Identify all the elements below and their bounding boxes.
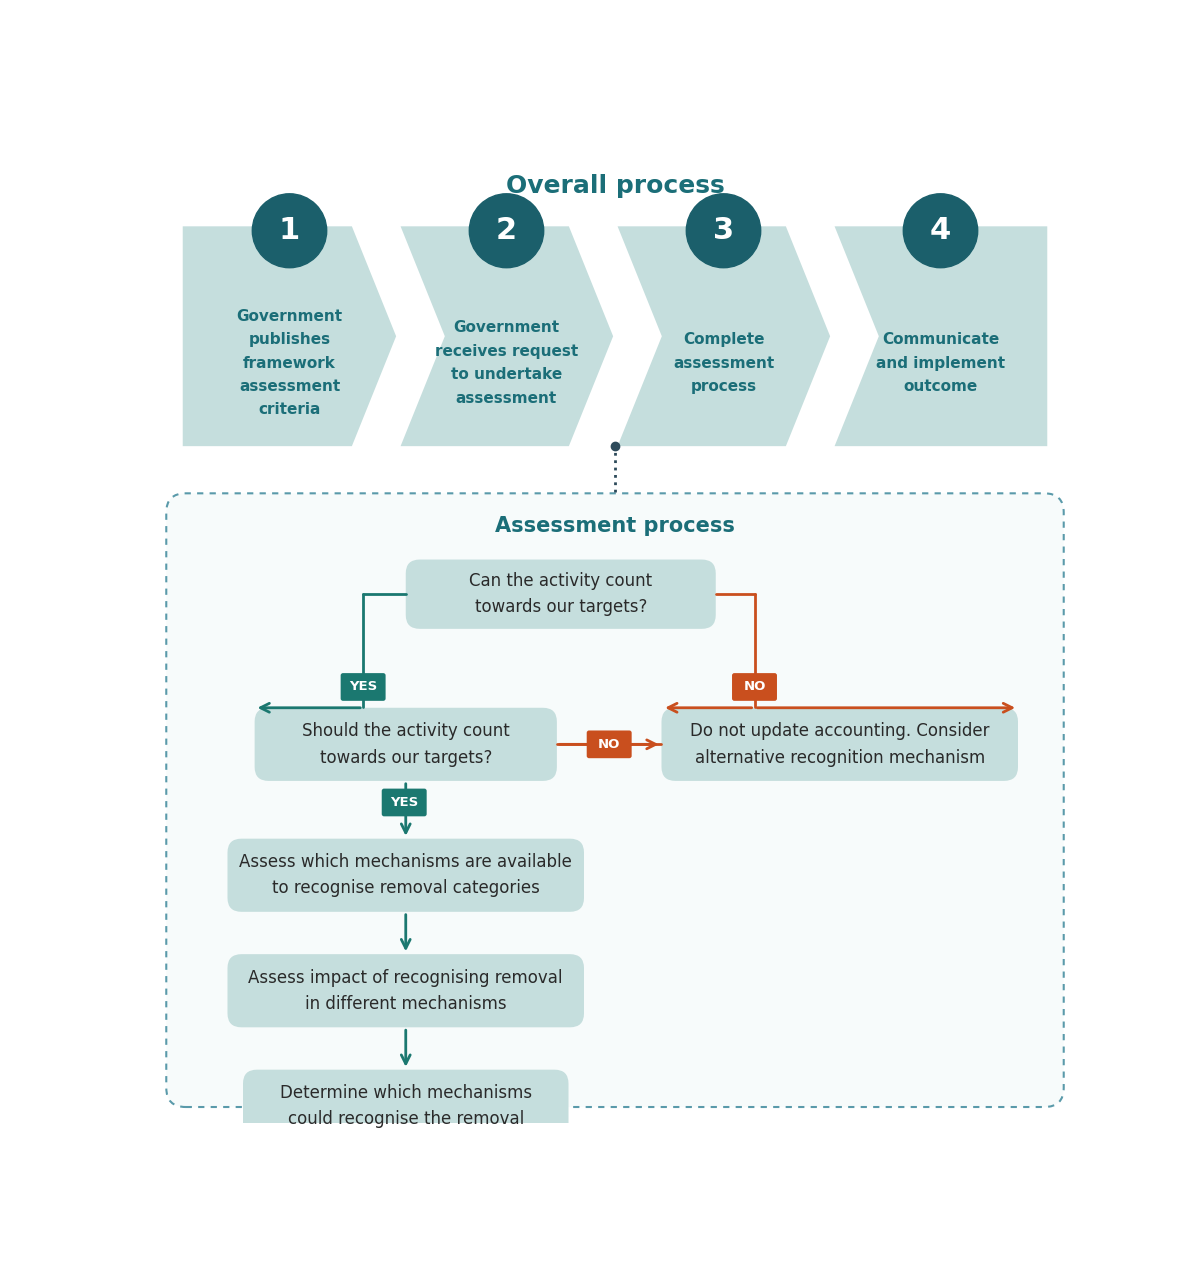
Circle shape [904, 194, 978, 268]
FancyBboxPatch shape [228, 839, 584, 912]
FancyBboxPatch shape [167, 493, 1063, 1107]
FancyBboxPatch shape [242, 1070, 569, 1143]
Text: 3: 3 [713, 216, 734, 245]
FancyBboxPatch shape [587, 731, 631, 758]
Text: Should the activity count
towards our targets?: Should the activity count towards our ta… [302, 722, 510, 766]
Text: Assess impact of recognising removal
in different mechanisms: Assess impact of recognising removal in … [248, 968, 563, 1013]
Polygon shape [181, 225, 398, 448]
Text: 2: 2 [496, 216, 517, 245]
Polygon shape [832, 225, 1049, 448]
FancyBboxPatch shape [732, 673, 776, 700]
Text: YES: YES [349, 680, 377, 694]
Text: Assess which mechanisms are available
to recognise removal categories: Assess which mechanisms are available to… [239, 853, 572, 897]
Text: 4: 4 [930, 216, 952, 245]
Text: NO: NO [598, 738, 620, 751]
FancyBboxPatch shape [341, 673, 385, 700]
Text: Government
publishes
framework
assessment
criteria: Government publishes framework assessmen… [236, 309, 342, 418]
Text: Can the activity count
towards our targets?: Can the activity count towards our targe… [469, 572, 653, 616]
Text: Complete
assessment
process: Complete assessment process [673, 332, 774, 394]
FancyBboxPatch shape [661, 708, 1018, 781]
Polygon shape [616, 225, 832, 448]
Circle shape [469, 194, 544, 268]
FancyBboxPatch shape [254, 708, 557, 781]
Circle shape [252, 194, 326, 268]
Text: Do not update accounting. Consider
alternative recognition mechanism: Do not update accounting. Consider alter… [690, 722, 990, 766]
Text: YES: YES [390, 796, 419, 809]
FancyBboxPatch shape [228, 954, 584, 1027]
Text: Determine which mechanisms
could recognise the removal: Determine which mechanisms could recogni… [280, 1084, 532, 1128]
Polygon shape [398, 225, 616, 448]
Text: Assessment process: Assessment process [496, 516, 734, 536]
Text: 1: 1 [278, 216, 300, 245]
FancyBboxPatch shape [406, 559, 715, 628]
Text: Government
receives request
to undertake
assessment: Government receives request to undertake… [434, 321, 578, 405]
Circle shape [686, 194, 761, 268]
Text: Communicate
and implement
outcome: Communicate and implement outcome [876, 332, 1006, 394]
Text: Overall process: Overall process [505, 174, 725, 198]
Text: NO: NO [743, 680, 766, 694]
FancyBboxPatch shape [382, 789, 427, 817]
